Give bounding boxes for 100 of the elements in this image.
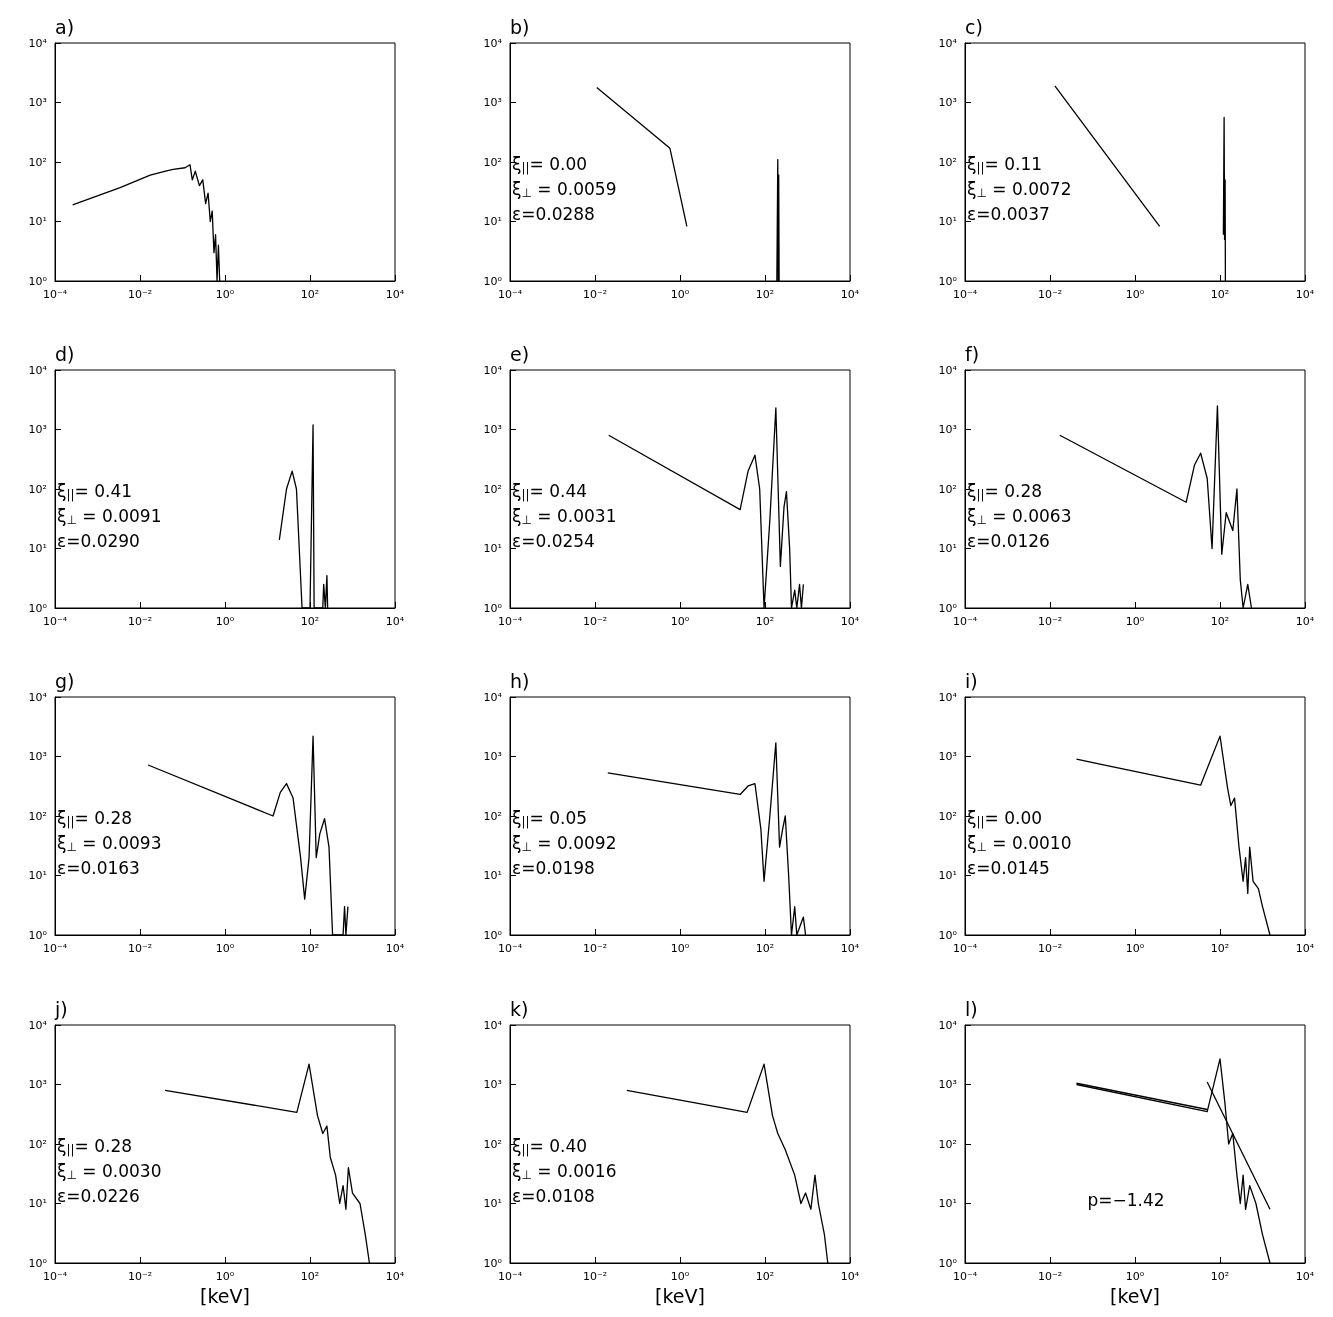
x-tick-label: 10² — [755, 615, 775, 628]
y-tick-label: 10¹ — [28, 1197, 47, 1210]
annotation: ξ||= 0.28 — [57, 1135, 133, 1157]
x-tick-label: 10⁻² — [127, 615, 153, 628]
x-tick-label: 10⁻⁴ — [497, 942, 523, 955]
chart-title: g) — [55, 669, 75, 692]
x-tick-label: 10⁰ — [670, 942, 690, 955]
annotation: ξ||= 0.41 — [57, 480, 133, 502]
x-tick-label: 10⁴ — [385, 615, 405, 628]
x-tick-label: 10⁴ — [840, 942, 860, 955]
y-tick-label: 10³ — [28, 1078, 47, 1091]
x-tick-label: 10⁻⁴ — [497, 1270, 523, 1283]
annotation: ξ⊥ = 0.0093 — [57, 832, 162, 854]
x-tick-label: 10² — [755, 288, 775, 301]
x-tick-label: 10² — [1210, 1270, 1230, 1283]
x-tick-label: 10⁻⁴ — [952, 615, 978, 628]
x-tick-label: 10² — [755, 942, 775, 955]
annotation: ξ⊥ = 0.0031 — [512, 505, 617, 527]
x-tick-label: 10⁻⁴ — [42, 615, 68, 628]
y-tick-label: 10⁴ — [28, 1018, 48, 1032]
y-tick-label: 10³ — [938, 423, 957, 436]
x-axis-title: [keV] — [200, 1285, 250, 1308]
y-tick-label: 10⁰ — [28, 928, 48, 942]
x-tick-label: 10² — [300, 942, 320, 955]
x-tick-label: 10⁰ — [215, 1270, 235, 1283]
y-tick-label: 10¹ — [938, 869, 957, 882]
y-tick-label: 10⁰ — [483, 1256, 503, 1270]
y-tick-label: 10⁰ — [938, 1256, 958, 1270]
chart-title: e) — [510, 342, 530, 365]
y-tick-label: 10² — [483, 482, 502, 496]
y-tick-label: 10² — [28, 1137, 47, 1151]
y-tick-label: 10¹ — [483, 542, 502, 555]
x-tick-label: 10⁰ — [1125, 615, 1145, 628]
y-tick-label: 10⁰ — [938, 601, 958, 615]
x-tick-label: 10⁻² — [582, 615, 608, 628]
annotation: ξ⊥ = 0.0072 — [967, 178, 1072, 200]
chart-title: l) — [965, 997, 978, 1020]
y-tick-label: 10² — [28, 155, 47, 169]
x-tick-label: 10⁻⁴ — [952, 288, 978, 301]
x-tick-label: 10⁰ — [670, 288, 690, 301]
x-tick-label: 10⁴ — [1295, 288, 1315, 301]
y-tick-label: 10¹ — [28, 215, 47, 228]
chart-title: j) — [54, 997, 68, 1020]
annotation: ε=0.0108 — [512, 1185, 595, 1206]
y-tick-label: 10⁴ — [938, 690, 958, 704]
y-tick-label: 10³ — [483, 750, 502, 763]
annotation: ε=0.0226 — [57, 1185, 140, 1206]
y-tick-label: 10¹ — [483, 215, 502, 228]
x-tick-label: 10² — [1210, 942, 1230, 955]
annotation: ξ⊥ = 0.0063 — [967, 505, 1072, 527]
x-tick-label: 10⁻² — [127, 1270, 153, 1283]
x-tick-label: 10⁻² — [582, 288, 608, 301]
x-tick-label: 10⁰ — [670, 1270, 690, 1283]
y-tick-label: 10¹ — [938, 215, 957, 228]
annotation: ε=0.0288 — [512, 203, 595, 224]
y-tick-label: 10² — [938, 155, 957, 169]
x-tick-label: 10² — [300, 288, 320, 301]
y-tick-label: 10⁰ — [483, 274, 503, 288]
chart-title: i) — [965, 669, 978, 692]
x-tick-label: 10⁰ — [1125, 288, 1145, 301]
chart-title: a) — [55, 15, 75, 38]
y-tick-label: 10¹ — [28, 542, 47, 555]
x-tick-label: 10⁰ — [215, 615, 235, 628]
annotation: ξ||= 0.00 — [512, 153, 588, 175]
y-tick-label: 10² — [938, 809, 957, 823]
y-tick-label: 10¹ — [938, 542, 957, 555]
x-tick-label: 10⁰ — [215, 942, 235, 955]
y-tick-label: 10³ — [28, 750, 47, 763]
y-tick-label: 10⁴ — [938, 363, 958, 377]
x-tick-label: 10⁻⁴ — [497, 288, 523, 301]
y-tick-label: 10⁴ — [483, 36, 503, 50]
y-tick-label: 10⁰ — [938, 274, 958, 288]
chart-title: k) — [510, 997, 529, 1020]
x-tick-label: 10⁻² — [1037, 615, 1063, 628]
y-tick-label: 10¹ — [938, 1197, 957, 1210]
annotation: ξ⊥ = 0.0091 — [57, 505, 162, 527]
y-tick-label: 10⁰ — [483, 601, 503, 615]
x-tick-label: 10⁴ — [385, 288, 405, 301]
x-tick-label: 10⁻⁴ — [42, 1270, 68, 1283]
x-tick-label: 10² — [1210, 288, 1230, 301]
annotation: ε=0.0145 — [967, 857, 1050, 878]
y-tick-label: 10³ — [938, 1078, 957, 1091]
chart-title: h) — [510, 669, 530, 692]
x-tick-label: 10⁻² — [1037, 1270, 1063, 1283]
x-tick-label: 10⁴ — [840, 1270, 860, 1283]
y-tick-label: 10⁴ — [938, 1018, 958, 1032]
annotation: p=−1.42 — [1087, 1190, 1165, 1211]
y-tick-label: 10³ — [938, 96, 957, 109]
annotation: ε=0.0254 — [512, 530, 595, 551]
y-tick-label: 10³ — [483, 423, 502, 436]
y-tick-label: 10⁴ — [483, 690, 503, 704]
y-tick-label: 10² — [28, 482, 47, 496]
annotation: ξ⊥ = 0.0059 — [512, 178, 617, 200]
x-tick-label: 10⁰ — [1125, 942, 1145, 955]
annotation: ε=0.0163 — [57, 857, 140, 878]
x-tick-label: 10² — [755, 1270, 775, 1283]
y-tick-label: 10² — [938, 482, 957, 496]
x-tick-label: 10⁰ — [670, 615, 690, 628]
annotation: ξ||= 0.28 — [967, 480, 1043, 502]
y-tick-label: 10⁰ — [28, 274, 48, 288]
